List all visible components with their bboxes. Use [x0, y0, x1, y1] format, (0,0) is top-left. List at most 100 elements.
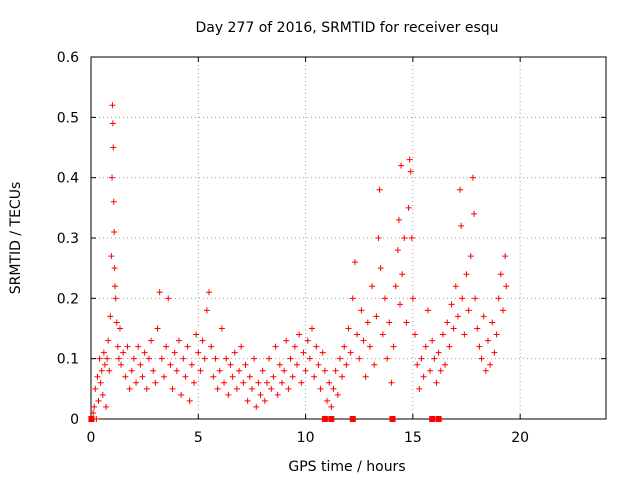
data-point — [398, 162, 405, 169]
data-point — [339, 373, 346, 380]
data-point — [218, 325, 225, 332]
data-point — [278, 379, 285, 386]
y-tick-label: 0.5 — [57, 110, 79, 126]
data-point — [364, 319, 371, 326]
data-point — [116, 325, 123, 332]
data-point — [356, 355, 363, 362]
data-point — [429, 337, 436, 344]
data-point — [476, 343, 483, 350]
data-point — [100, 349, 107, 356]
data-point — [394, 247, 401, 254]
data-point — [422, 343, 429, 350]
data-point — [480, 313, 487, 320]
data-point — [287, 355, 294, 362]
data-point — [111, 265, 118, 272]
data-point — [326, 379, 333, 386]
y-tick-label: 0 — [70, 412, 79, 428]
data-point — [351, 259, 358, 266]
data-point — [111, 228, 118, 235]
y-tick-label: 0.6 — [57, 50, 79, 66]
chart-title: Day 277 of 2016, SRMTID for receiver esq… — [195, 20, 498, 36]
data-point — [471, 210, 478, 217]
data-point — [156, 289, 163, 296]
data-point — [160, 373, 167, 380]
data-point — [458, 222, 465, 229]
data-point — [369, 283, 376, 290]
data-point — [163, 343, 170, 350]
data-point — [133, 379, 140, 386]
data-point — [128, 367, 135, 374]
x-axis: 0 5 10 15 20 — [87, 57, 529, 446]
data-point — [242, 361, 249, 368]
data-point — [244, 397, 251, 404]
data-point — [171, 349, 178, 356]
data-point — [491, 349, 498, 356]
y-axis: 0 0.1 0.2 0.3 0.4 0.5 0.6 — [57, 50, 606, 428]
data-point — [392, 283, 399, 290]
data-point — [489, 319, 496, 326]
data-point — [99, 391, 106, 398]
data-point — [186, 397, 193, 404]
data-point — [484, 337, 491, 344]
data-point — [500, 307, 506, 314]
data-point — [493, 331, 500, 338]
data-point — [96, 355, 103, 362]
data-point — [482, 367, 489, 374]
data-point — [347, 349, 354, 356]
data-point — [158, 355, 165, 362]
data-point — [126, 385, 133, 392]
data-point — [409, 295, 416, 302]
data-point — [248, 385, 255, 392]
data-point — [201, 355, 208, 362]
data-point — [341, 343, 348, 350]
data-point — [376, 186, 383, 193]
data-point — [229, 373, 236, 380]
data-point — [457, 186, 464, 193]
data-point — [319, 349, 326, 356]
data-point-square — [321, 416, 328, 422]
data-point — [225, 391, 232, 398]
data-point — [446, 343, 453, 350]
data-point — [97, 379, 104, 386]
x-tick-label: 10 — [297, 430, 315, 446]
data-point — [255, 379, 262, 386]
data-point — [433, 379, 440, 386]
data-points — [88, 102, 510, 422]
data-point — [221, 379, 228, 386]
data-point — [214, 385, 221, 392]
data-point — [90, 409, 97, 416]
data-point — [191, 379, 197, 386]
data-point — [281, 367, 288, 374]
data-point — [298, 379, 305, 386]
data-point — [503, 283, 510, 290]
y-tick-label: 0.4 — [57, 171, 79, 187]
data-point — [105, 337, 112, 344]
data-point — [92, 385, 99, 392]
x-tick-label: 0 — [87, 430, 96, 446]
data-point — [386, 319, 393, 326]
data-point — [424, 307, 431, 314]
data-point — [487, 361, 494, 368]
data-point — [366, 343, 373, 350]
data-point — [309, 325, 316, 332]
data-point — [112, 295, 119, 302]
data-point-square — [429, 416, 436, 422]
data-point — [349, 295, 356, 302]
data-point — [101, 361, 108, 368]
data-point — [233, 385, 240, 392]
data-point — [173, 367, 180, 374]
y-axis-label: SRMTID / TECUs — [8, 182, 24, 295]
data-point — [106, 367, 113, 374]
data-point — [377, 265, 384, 272]
data-point — [223, 355, 230, 362]
data-point — [403, 319, 410, 326]
data-point — [169, 385, 176, 392]
data-point — [502, 253, 509, 260]
data-point — [439, 331, 446, 338]
data-point — [442, 361, 449, 368]
data-point — [180, 355, 187, 362]
data-point — [276, 361, 283, 368]
data-point — [283, 337, 290, 344]
data-point — [208, 343, 215, 350]
data-point-square — [435, 416, 442, 422]
